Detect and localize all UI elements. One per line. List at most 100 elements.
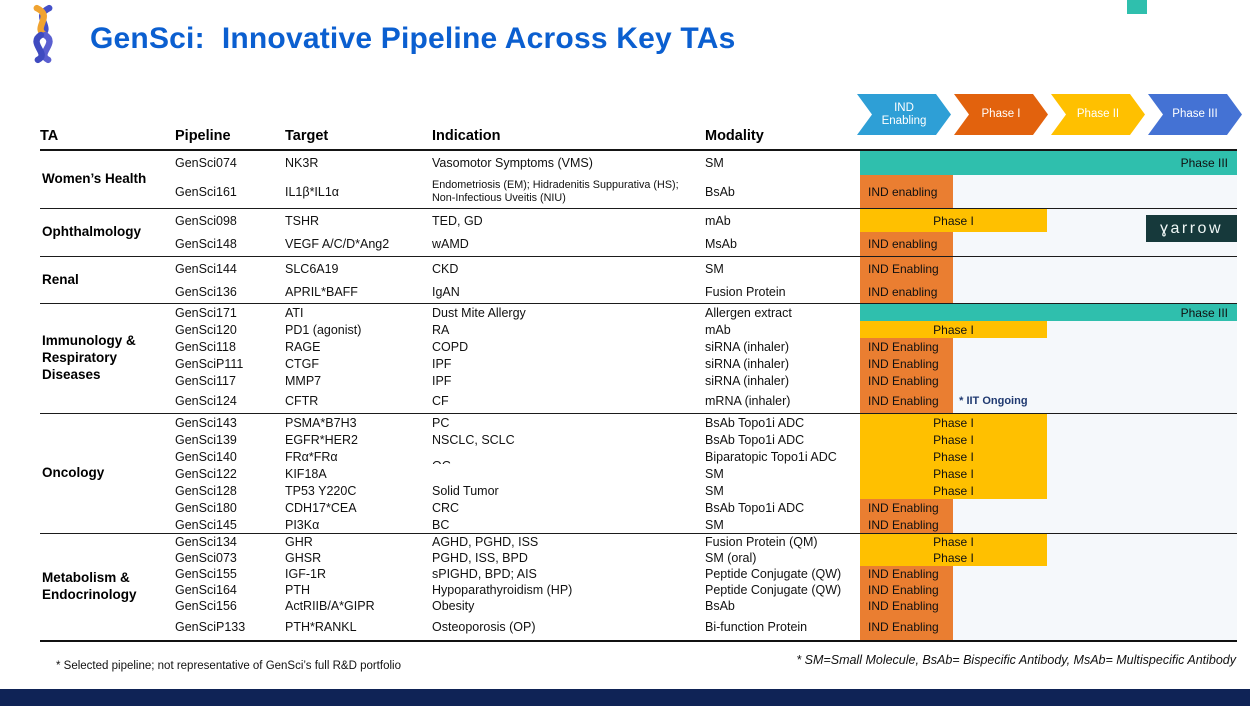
- pipeline-row: GenSci122 KIF18A SM Phase I: [175, 465, 1237, 482]
- target-cell: APRIL*BAFF: [285, 284, 358, 299]
- modality-cell: BsAb Topo1i ADC: [705, 415, 805, 430]
- column-header-ta: TA: [40, 128, 59, 144]
- target-cell: KIF18A: [285, 466, 327, 481]
- iit-ongoing-note: * IIT Ongoing: [959, 395, 1028, 407]
- indication-cell: AGHD, PGHD, ISS: [432, 535, 539, 549]
- target-cell: VEGF A/C/D*Ang2: [285, 237, 390, 251]
- modality-cell: BsAb Topo1i ADC: [705, 432, 805, 447]
- target-cell: PD1 (agonist): [285, 322, 362, 337]
- phase-bar-cell: IND Enabling: [860, 338, 1237, 355]
- phase-legend: IND Enabling Phase I Phase II Phase III: [857, 94, 1245, 135]
- pipeline-row: GenSciP111 CTGF IPF siRNA (inhaler) IND Enab…: [175, 355, 1237, 372]
- pipeline-cell: GenSci139: [175, 432, 237, 447]
- pipeline-row: GenSci139 EGFR*HER2 NSCLC, SCLC BsAb Topo1i…: [175, 431, 1237, 448]
- pipeline-cell: GenSci156: [175, 599, 237, 613]
- pipeline-row: GenSci117 MMP7 IPF siRNA (inhaler) IND Enabl…: [175, 372, 1237, 389]
- target-cell: CDH17*CEA: [285, 500, 357, 515]
- dna-helix-logo: [33, 4, 53, 64]
- phase-bar-phase1: Phase I: [860, 209, 1047, 232]
- pipeline-row: GenSci124 CFTR CF mRNA (inhaler) IND Enablin…: [175, 389, 1237, 413]
- phase-bar-cell: IND Enabling: [860, 372, 1237, 389]
- indication-cell: PC: [432, 415, 450, 430]
- phase-bar-cell: Phase I: [860, 209, 1237, 232]
- pipeline-row: GenSci120 PD1 (agonist) RA mAb Phase I: [175, 321, 1237, 338]
- phase-bar-label: IND Enabling: [868, 583, 939, 597]
- phase-arrow-2: Phase I: [954, 94, 1048, 135]
- pipeline-cell: GenSci074: [175, 156, 237, 170]
- indication-cell: CRC: [432, 500, 460, 515]
- target-cell: FRα*FRα: [285, 449, 338, 464]
- pipeline-row: GenSci073 GHSR PGHD, ISS, BPD SM (oral) Phas…: [175, 550, 1237, 566]
- phase-bar-phase1: Phase I: [860, 550, 1047, 566]
- phase-bar-cell: IND Enabling * IIT Ongoing: [860, 389, 1237, 413]
- table-header-row: TA Pipeline Target Indication Modality: [40, 118, 1237, 151]
- phase-bar-phase3: Phase III: [860, 151, 1237, 175]
- modality-cell: Allergen extract: [705, 305, 792, 320]
- indication-cell: TED, GD: [432, 213, 483, 228]
- ta-label: Immunology & Respiratory Diseases: [42, 333, 136, 382]
- modality-cell: Peptide Conjugate (QW): [705, 583, 842, 597]
- phase-bar-label: IND Enabling: [868, 261, 939, 276]
- phase-bar-phase1: Phase I: [860, 534, 1047, 550]
- modality-cell: MsAb: [705, 237, 737, 251]
- target-cell: IL1β*IL1α: [285, 184, 340, 199]
- ta-section: Oncology GenSci143 PSMA*B7H3 PC BsAb Topo1i …: [40, 413, 1237, 533]
- phase-bar-label: Phase I: [933, 535, 974, 549]
- phase-bar-ind: IND Enabling: [860, 355, 954, 372]
- modality-cell: BsAb: [705, 599, 735, 613]
- pipeline-cell: GenSci120: [175, 322, 237, 337]
- pipeline-row: GenSci136 APRIL*BAFF IgAN Fusion Protein IND…: [175, 280, 1237, 303]
- pipeline-row: GenSci134 GHR AGHD, PGHD, ISS Fusion Protei…: [175, 534, 1237, 550]
- phase-bar-label: Phase I: [933, 213, 974, 228]
- pipeline-cell: GenSci161: [175, 184, 237, 199]
- phase-arrow-label: Phase III: [1172, 108, 1218, 121]
- target-cell: PTH*RANKL: [285, 620, 357, 634]
- ta-label: Women’s Health: [42, 171, 147, 187]
- modality-cell: SM: [705, 466, 724, 481]
- modality-cell: BsAb Topo1i ADC: [705, 500, 805, 515]
- pipeline-cell: GenSci145: [175, 517, 237, 532]
- phase-bar-cell: Phase I: [860, 431, 1237, 448]
- modality-cell: Peptide Conjugate (QW): [705, 567, 842, 581]
- phase-bar-cell: Phase I: [860, 321, 1237, 338]
- target-cell: GHSR: [285, 551, 322, 565]
- pipeline-cell: GenSci164: [175, 583, 237, 597]
- phase-bar-phase1: Phase I: [860, 321, 1047, 338]
- indication-cell: CKD: [432, 261, 459, 276]
- phase-bar-label: Phase I: [933, 483, 974, 498]
- phase-bar-label: IND Enabling: [868, 394, 939, 408]
- pipeline-cell: GenSci144: [175, 261, 237, 276]
- phase-bar-cell: IND Enabling: [860, 516, 1237, 533]
- indication-cell: IgAN: [432, 284, 460, 299]
- phase-bar-cell: Phase I: [860, 482, 1237, 499]
- phase-arrow-label: Phase I: [981, 108, 1021, 121]
- modality-cell: Bi-function Protein: [705, 620, 808, 634]
- phase-bar-label: Phase I: [933, 551, 974, 565]
- phase-bar-cell: Phase III: [860, 304, 1237, 321]
- phase-bar-label: Phase I: [933, 466, 974, 481]
- indication-cell: wAMD: [432, 237, 469, 251]
- pipeline-cell: GenSci128: [175, 483, 237, 498]
- pipeline-row: GenSci128 TP53 Y220C Solid Tumor SM Phase I: [175, 482, 1237, 499]
- modality-cell: siRNA (inhaler): [705, 373, 790, 388]
- phase-bar-cell: IND Enabling: [860, 499, 1237, 516]
- pipeline-row: GenSci171 ATI Dust Mite Allergy Allergen ex…: [175, 304, 1237, 321]
- pipeline-cell: GenSci098: [175, 213, 237, 228]
- pipeline-row: GenSci164 PTH Hypoparathyroidism (HP) Pepti…: [175, 582, 1237, 598]
- ta-label: Renal: [42, 271, 79, 287]
- phase-bar-cell: Phase I: [860, 414, 1237, 431]
- phase-bar-cell: Phase I: [860, 448, 1237, 465]
- modality-cell: Biparatopic Topo1i ADC: [705, 449, 837, 464]
- phase-bar-phase1: Phase I: [860, 448, 1047, 465]
- phase-bar-label: IND Enabling: [868, 620, 939, 634]
- phase-bar-cell: IND enabling: [860, 175, 1237, 208]
- phase-bar-cell: IND Enabling: [860, 582, 1237, 598]
- phase-bar-cell: IND enabling: [860, 280, 1237, 303]
- ta-section: Ophthalmology GenSci098 TSHR TED, GD mAb Phas…: [40, 208, 1237, 256]
- phase-bar-label: Phase I: [933, 415, 974, 430]
- phase-bar-phase1: Phase I: [860, 431, 1047, 448]
- phase-bar-label: IND enabling: [868, 237, 938, 251]
- phase-bar-ind: IND Enabling: [860, 566, 954, 582]
- pipeline-row: GenSci118 RAGE COPD siRNA (inhaler) IND Enab…: [175, 338, 1237, 355]
- column-header-indication: Indication: [432, 128, 501, 144]
